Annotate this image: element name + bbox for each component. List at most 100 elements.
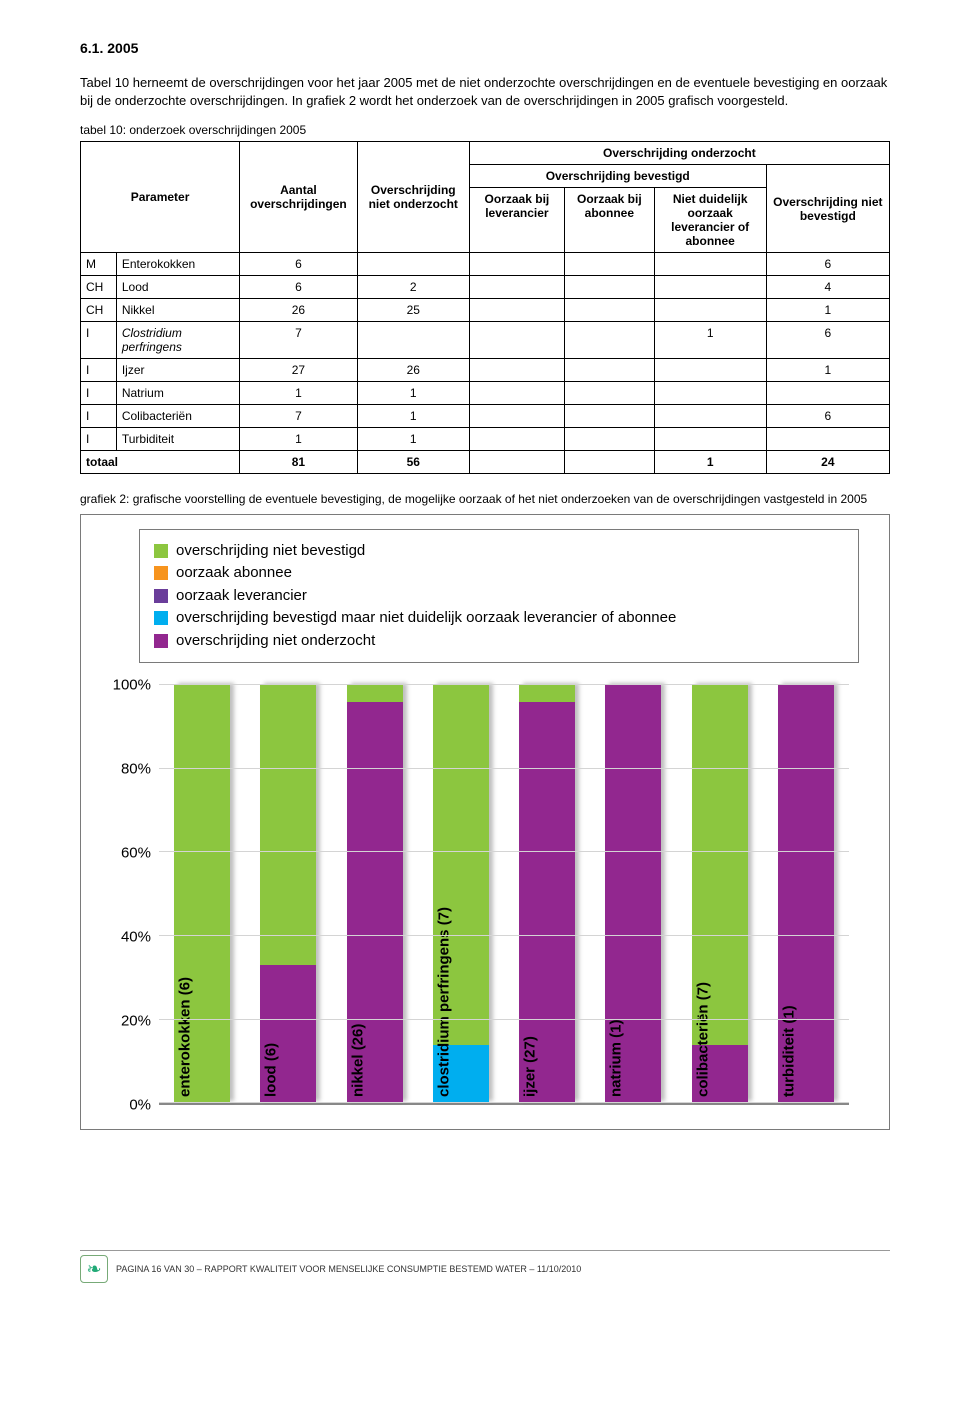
section-heading: 6.1. 2005 bbox=[80, 40, 890, 56]
th-parameter: Parameter bbox=[81, 142, 240, 253]
legend-label: overschrijding niet bevestigd bbox=[176, 540, 365, 563]
table-row: CHLood624 bbox=[81, 276, 890, 299]
table-cell: 1 bbox=[240, 382, 358, 405]
table-cell bbox=[654, 405, 766, 428]
table-cell bbox=[565, 253, 655, 276]
bar-label: nikkel (26) bbox=[349, 1024, 366, 1097]
legend-swatch bbox=[154, 544, 168, 558]
bar-stack bbox=[260, 685, 316, 1103]
table-cell: I bbox=[81, 428, 117, 451]
bar-label: natrium (1) bbox=[608, 1020, 625, 1098]
gridline bbox=[159, 1019, 849, 1020]
table-row: MEnterokokken66 bbox=[81, 253, 890, 276]
gridline bbox=[159, 851, 849, 852]
table-cell: Nikkel bbox=[116, 299, 239, 322]
table-cell: I bbox=[81, 382, 117, 405]
legend-item: overschrijding niet onderzocht bbox=[154, 630, 844, 653]
data-table: Parameter Aantal overschrijdingen Oversc… bbox=[80, 141, 890, 474]
table-cell bbox=[469, 299, 564, 322]
bar-column: nikkel (26) bbox=[347, 685, 403, 1103]
table-total-row: totaal8156124 bbox=[81, 451, 890, 474]
table-cell: 6 bbox=[240, 253, 358, 276]
table-caption: tabel 10: onderzoek overschrijdingen 200… bbox=[80, 123, 890, 137]
table-cell: 4 bbox=[766, 276, 889, 299]
bar-label: colibacteriën (7) bbox=[694, 982, 711, 1097]
intro-paragraph: Tabel 10 herneemt de overschrijdingen vo… bbox=[80, 74, 890, 109]
legend-item: overschrijding bevestigd maar niet duide… bbox=[154, 607, 844, 630]
table-cell: 7 bbox=[240, 322, 358, 359]
table-cell: Ijzer bbox=[116, 359, 239, 382]
table-cell: Enterokokken bbox=[116, 253, 239, 276]
table-cell bbox=[766, 428, 889, 451]
table-cell: 24 bbox=[766, 451, 889, 474]
table-cell bbox=[654, 253, 766, 276]
gridline bbox=[159, 1102, 849, 1103]
table-cell bbox=[469, 359, 564, 382]
legend-swatch bbox=[154, 611, 168, 625]
table-cell: I bbox=[81, 359, 117, 382]
table-cell bbox=[565, 359, 655, 382]
page-footer: ❧ PAGINA 16 VAN 30 – RAPPORT KWALITEIT V… bbox=[80, 1250, 890, 1283]
table-cell: 1 bbox=[240, 428, 358, 451]
bar-column: turbiditeit (1) bbox=[778, 685, 834, 1103]
table-cell bbox=[565, 299, 655, 322]
th-bevestigd: Overschrijding bevestigd bbox=[469, 165, 766, 188]
table-row: ITurbiditeit11 bbox=[81, 428, 890, 451]
table-cell: 27 bbox=[240, 359, 358, 382]
th-oorz-ab: Oorzaak bij abonnee bbox=[565, 188, 655, 253]
legend-label: oorzaak abonnee bbox=[176, 562, 292, 585]
table-row: CHNikkel26251 bbox=[81, 299, 890, 322]
table-cell: CH bbox=[81, 299, 117, 322]
plot-area: enterokokken (6) lood (6) nikkel (26) clost… bbox=[159, 685, 849, 1105]
table-cell: M bbox=[81, 253, 117, 276]
table-cell: 6 bbox=[766, 405, 889, 428]
th-niet-bevestigd: Overschrijding niet bevestigd bbox=[766, 165, 889, 253]
table-cell: 6 bbox=[766, 322, 889, 359]
table-cell: Colibacteriën bbox=[116, 405, 239, 428]
legend-item: oorzaak abonnee bbox=[154, 562, 844, 585]
table-cell bbox=[565, 322, 655, 359]
footer-logo-icon: ❧ bbox=[80, 1255, 108, 1283]
bar-label: ijzer (27) bbox=[522, 1036, 539, 1097]
table-cell bbox=[469, 405, 564, 428]
table-row: IIjzer27261 bbox=[81, 359, 890, 382]
th-oorz-lev: Oorzaak bij leverancier bbox=[469, 188, 564, 253]
table-cell: 6 bbox=[766, 253, 889, 276]
bar-column: ijzer (27) bbox=[519, 685, 575, 1103]
table-cell bbox=[469, 382, 564, 405]
legend-label: overschrijding bevestigd maar niet duide… bbox=[176, 607, 676, 630]
table-cell: 2 bbox=[357, 276, 469, 299]
bar-segment bbox=[347, 685, 403, 702]
table-cell bbox=[469, 451, 564, 474]
y-tick-label: 20% bbox=[121, 1013, 151, 1030]
bar-column: colibacteriën (7) bbox=[692, 685, 748, 1103]
bar-label: enterokokken (6) bbox=[177, 977, 194, 1097]
table-cell bbox=[654, 428, 766, 451]
legend-item: oorzaak leverancier bbox=[154, 585, 844, 608]
table-cell bbox=[654, 359, 766, 382]
gridline bbox=[159, 684, 849, 685]
table-cell bbox=[469, 428, 564, 451]
legend-swatch bbox=[154, 589, 168, 603]
table-cell bbox=[654, 382, 766, 405]
table-cell: 1 bbox=[357, 382, 469, 405]
table-cell: 26 bbox=[357, 359, 469, 382]
y-tick-label: 80% bbox=[121, 761, 151, 778]
legend-label: oorzaak leverancier bbox=[176, 585, 307, 608]
table-cell bbox=[654, 299, 766, 322]
table-cell: 6 bbox=[240, 276, 358, 299]
table-cell: 7 bbox=[240, 405, 358, 428]
table-cell bbox=[766, 382, 889, 405]
table-cell: 1 bbox=[357, 428, 469, 451]
th-niet-onderzocht: Overschrijding niet onderzocht bbox=[357, 142, 469, 253]
bar-column: clostridium perfringens (7) bbox=[433, 685, 489, 1103]
table-cell bbox=[469, 253, 564, 276]
table-cell bbox=[565, 451, 655, 474]
chart-caption: grafiek 2: grafische voorstelling de eve… bbox=[80, 492, 890, 508]
gridline bbox=[159, 768, 849, 769]
table-cell: CH bbox=[81, 276, 117, 299]
bar-column: enterokokken (6) bbox=[174, 685, 230, 1103]
legend-label: overschrijding niet onderzocht bbox=[176, 630, 375, 653]
bar-column: lood (6) bbox=[260, 685, 316, 1103]
table-row: IColibacteriën716 bbox=[81, 405, 890, 428]
